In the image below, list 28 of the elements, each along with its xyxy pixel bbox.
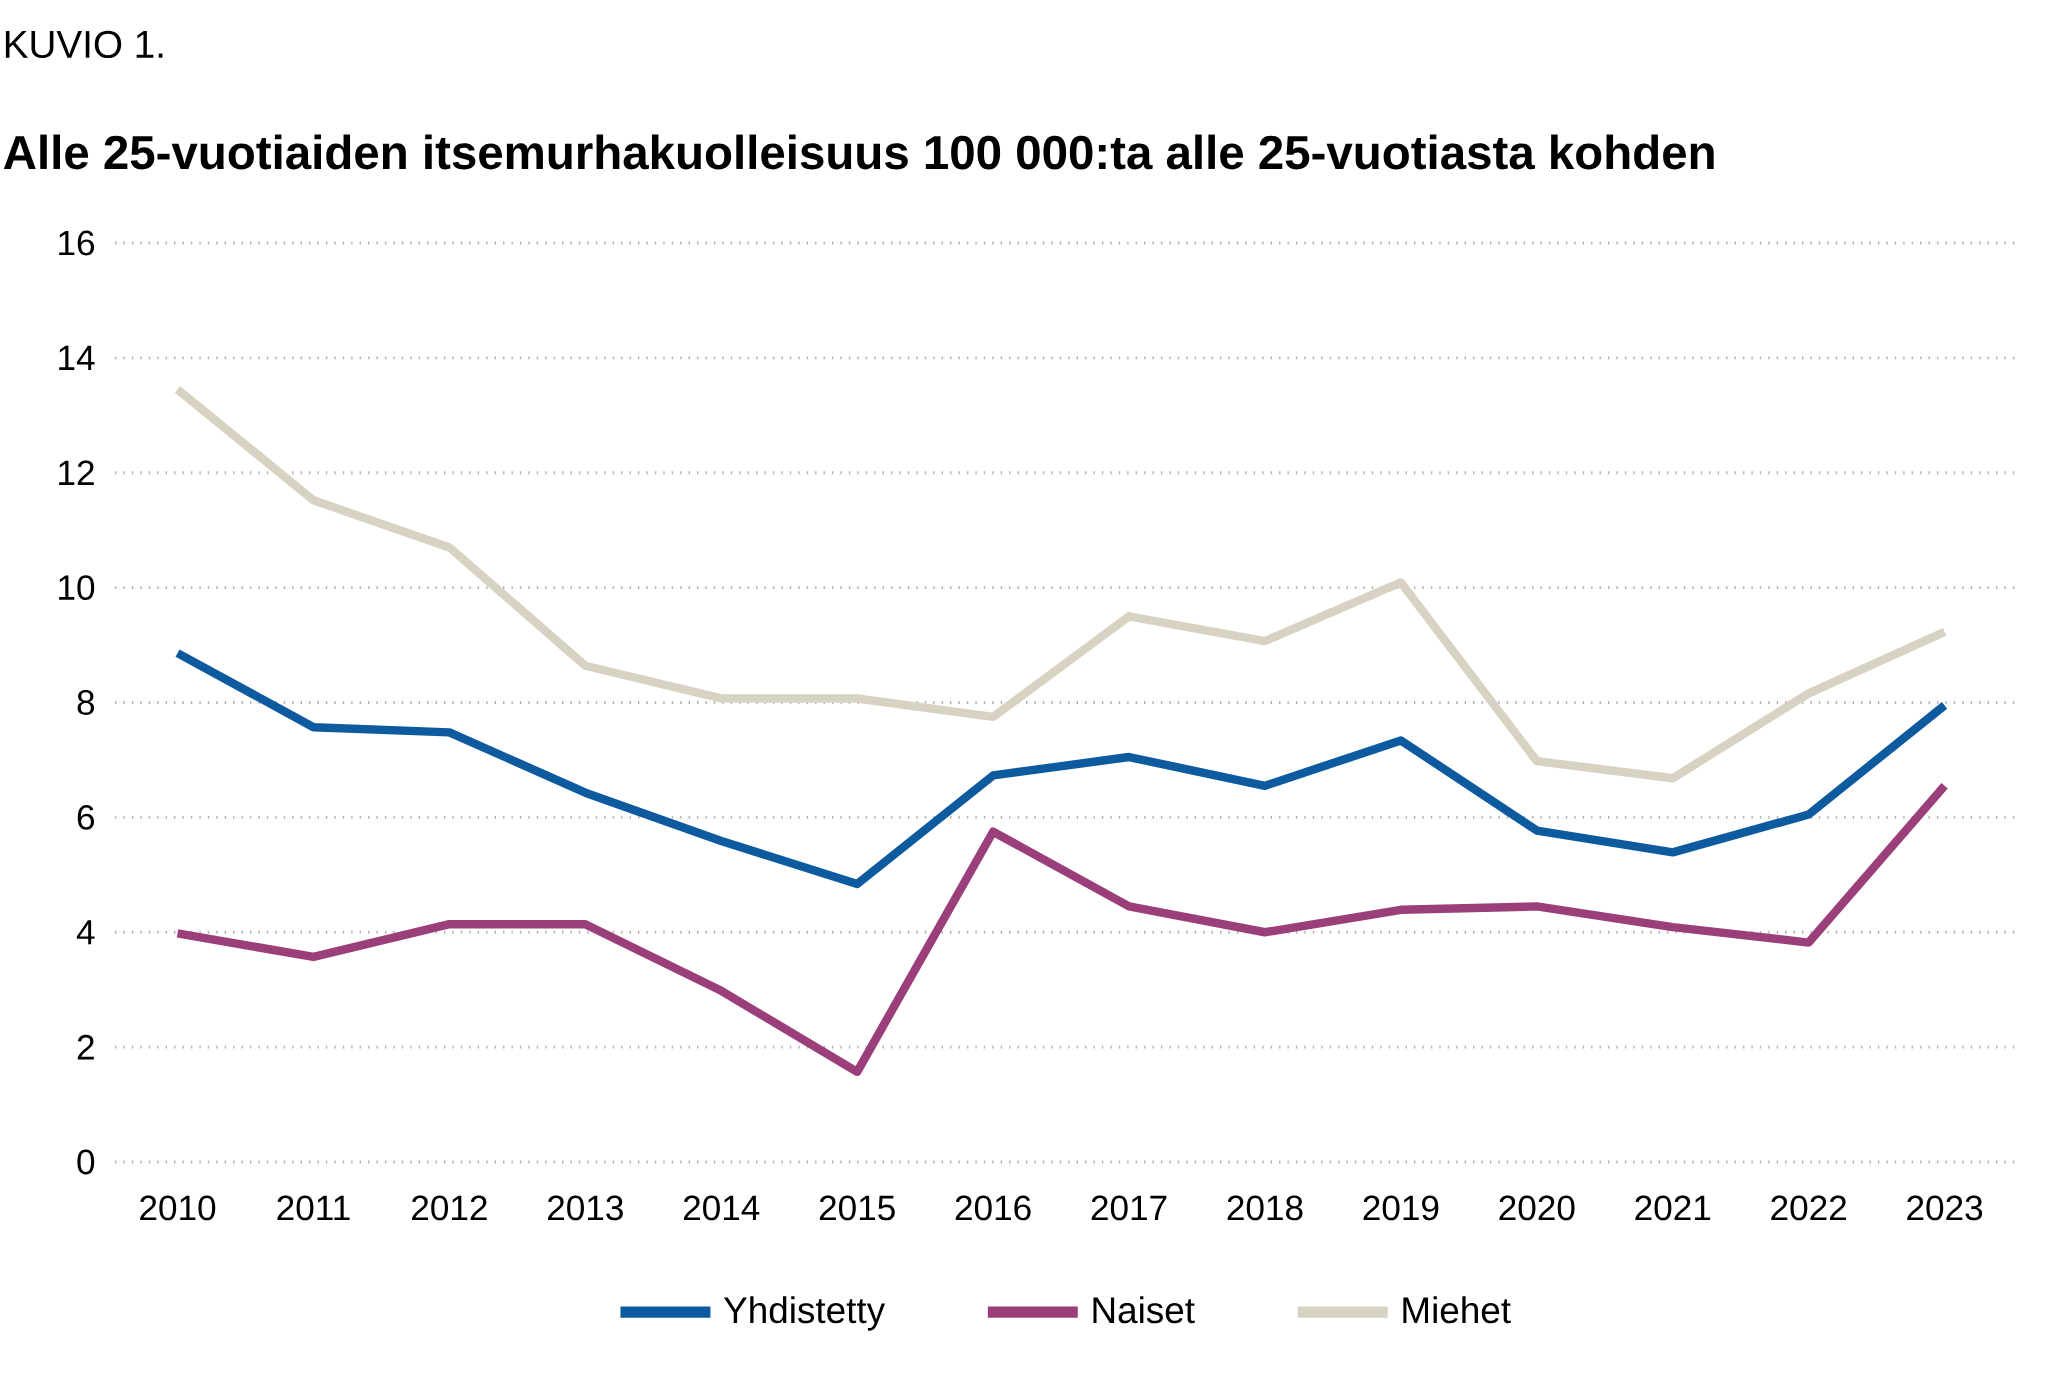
y-tick-label: 0 xyxy=(77,1149,95,1175)
y-tick-label: 12 xyxy=(59,460,94,486)
x-tick-label: 2019 xyxy=(1363,1195,1439,1221)
x-tick-label: 2012 xyxy=(412,1195,487,1221)
x-tick-label: 2016 xyxy=(955,1195,1031,1221)
y-tick-label: 16 xyxy=(59,230,95,256)
x-tick-label: 2013 xyxy=(547,1195,623,1221)
x-tick-label: 2023 xyxy=(1907,1195,1983,1221)
y-tick-label: 8 xyxy=(77,690,95,715)
x-tick-label: 2022 xyxy=(1771,1195,1846,1221)
y-tick-label: 6 xyxy=(77,804,95,830)
x-tick-label: 2018 xyxy=(1227,1195,1303,1221)
y-tick-label: 10 xyxy=(59,575,95,601)
x-tick-label: 2021 xyxy=(1635,1195,1711,1221)
y-tick-label: 2 xyxy=(77,1034,94,1060)
y-tick-label: 14 xyxy=(59,345,95,370)
chart-title: Alle 25-vuotiaiden itsemurhakuolleisuus 100 000:ta alle 25-vuotiasta kohden xyxy=(3,134,1714,170)
text: KUVIO 1. xyxy=(5,30,163,59)
legend-label: Yhdistetty xyxy=(723,1296,886,1331)
y-tick-label: 4 xyxy=(76,920,95,945)
x-tick-label: 2014 xyxy=(683,1195,760,1221)
x-tick-label: 2010 xyxy=(140,1195,216,1221)
legend-label: Miehet xyxy=(1403,1296,1511,1324)
x-tick-label: 2017 xyxy=(1091,1195,1167,1221)
x-tick-label: 2015 xyxy=(819,1195,895,1221)
legend-label: Naiset xyxy=(1093,1296,1195,1324)
x-tick-label: 2011 xyxy=(277,1195,350,1221)
x-tick-label: 2020 xyxy=(1499,1195,1575,1221)
